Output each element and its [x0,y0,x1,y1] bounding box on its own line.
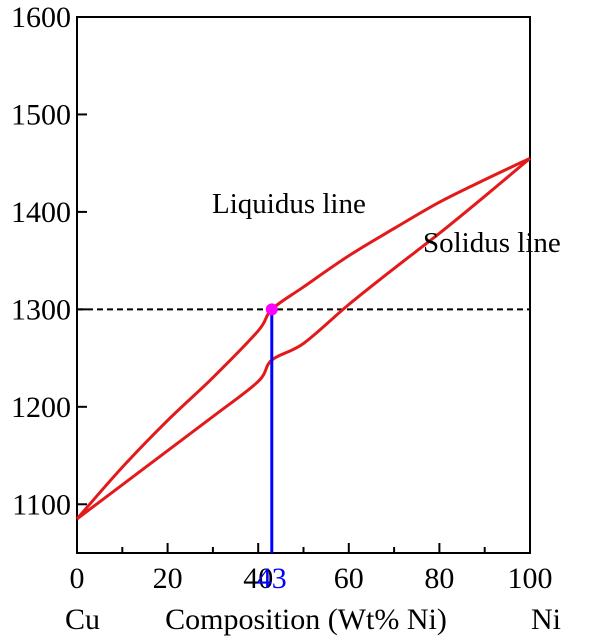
composition-marker-label: 43 [257,562,287,595]
y-tick-label: 1200 [11,391,71,424]
solidus-label: Solidus line [423,227,561,259]
y-tick-label: 1500 [11,98,71,131]
x-tick-label: 80 [424,562,454,595]
ni-label: Ni [531,603,561,636]
y-tick-label: 1400 [11,196,71,229]
x-axis-label: Composition (Wt% Ni) [165,603,447,636]
intersection-point [265,303,278,316]
solidus-line [76,157,531,521]
y-tick-label: 1300 [11,293,71,326]
y-tick-label: 1600 [11,1,71,34]
x-tick-label: 40 [243,562,273,595]
x-tick-label: 100 [508,562,553,595]
x-tick-label: 0 [70,562,85,595]
x-tick-label: 60 [334,562,364,595]
liquidus-label: Liquidus line [212,188,366,220]
x-tick-label: 20 [153,562,183,595]
liquidus-line [75,156,531,520]
cu-label: Cu [65,603,100,636]
plot-frame [76,16,531,554]
y-tick-label: 1100 [12,488,71,521]
